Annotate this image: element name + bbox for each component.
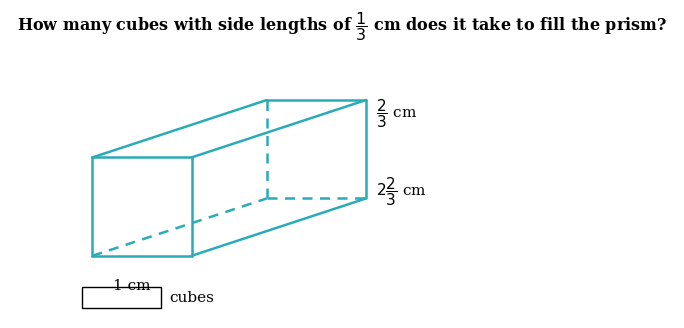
Bar bbox=[82, 287, 161, 308]
Text: $\dfrac{2}{3}$ cm: $\dfrac{2}{3}$ cm bbox=[376, 97, 417, 130]
Text: cubes: cubes bbox=[169, 291, 214, 305]
Text: How many cubes with side lengths of $\dfrac{1}{3}$ cm does it take to fill the p: How many cubes with side lengths of $\df… bbox=[17, 10, 667, 43]
Text: $2\dfrac{2}{3}$ cm: $2\dfrac{2}{3}$ cm bbox=[376, 175, 427, 208]
Text: 1 cm: 1 cm bbox=[114, 279, 150, 293]
